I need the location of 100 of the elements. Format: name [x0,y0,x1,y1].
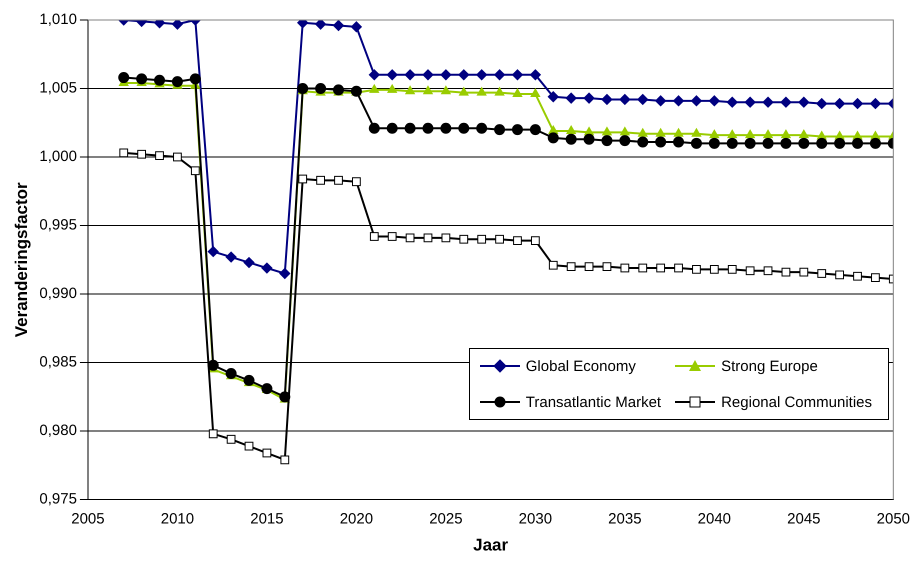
point [744,138,756,149]
point [708,138,720,149]
point [762,96,774,108]
point [566,262,576,272]
point [799,130,809,138]
point [852,138,864,149]
point [495,234,504,244]
x-tick-label: 2045 [787,510,821,528]
point [530,88,540,97]
y-tick-label: 1,005 [39,80,77,97]
point [601,135,612,146]
point [476,122,488,134]
point [548,132,559,144]
y-tick-label: 1,000 [39,148,77,166]
point [513,236,522,246]
point [404,69,416,80]
point [584,92,595,104]
point [798,138,810,149]
point [726,138,738,149]
point [656,264,666,272]
x-tick-label: 2025 [429,510,463,528]
point [870,138,881,149]
legend-label: Strong Europe [721,358,818,374]
point [406,233,414,242]
point [566,134,577,145]
point [244,442,254,451]
point [870,98,881,110]
point [244,257,255,268]
point [602,262,612,272]
point [835,270,844,280]
point [620,264,630,272]
point [512,69,523,80]
point [244,374,255,386]
point [692,265,701,274]
point [799,268,808,277]
point [476,87,487,96]
point [405,86,415,94]
point [369,84,380,93]
point [298,174,308,184]
point [423,86,433,94]
point [816,98,828,110]
point [333,20,344,31]
point [208,246,219,258]
y-axis-title: Veranderingsfactor [12,182,31,338]
point [853,272,862,281]
point [798,96,810,108]
point [673,95,684,106]
point [387,84,398,93]
point [673,136,684,148]
point [655,95,666,106]
point [154,74,166,86]
point [816,138,828,149]
point [279,268,290,280]
legend-label: Transatlantic Market [526,394,662,410]
point [601,94,612,105]
point [674,264,683,272]
point [458,122,470,134]
point [476,69,488,80]
point [710,265,719,274]
point [333,84,344,96]
point [388,232,397,241]
legend-label: Regional Communities [721,394,872,410]
point [477,234,486,244]
point [817,269,826,278]
point [458,69,470,80]
point [316,176,325,185]
point [637,136,648,148]
point [726,96,738,108]
x-tick-label: 2005 [71,510,105,528]
point [261,262,272,274]
point [352,177,361,186]
point [422,122,434,134]
point [834,138,846,149]
point [834,98,846,110]
point [226,434,236,444]
y-tick-label: 1,010 [39,11,77,28]
point [368,122,380,134]
point [404,122,416,134]
point [441,86,451,94]
point [619,135,630,146]
point [118,72,130,84]
point [780,96,792,108]
point [530,69,541,80]
point [619,94,630,105]
point [119,148,128,158]
point [655,136,666,148]
x-tick-label: 2030 [518,510,552,528]
point [441,233,450,242]
y-tick-label: 0,980 [39,422,77,440]
point [262,448,272,458]
point [708,95,720,106]
point [350,21,362,32]
point [494,124,506,136]
x-tick-label: 2050 [876,510,910,528]
point [637,94,648,105]
y-tick-label: 0,995 [39,216,77,234]
point [173,152,182,162]
point [190,73,201,84]
point [494,69,506,80]
x-tick-label: 2010 [160,510,194,528]
